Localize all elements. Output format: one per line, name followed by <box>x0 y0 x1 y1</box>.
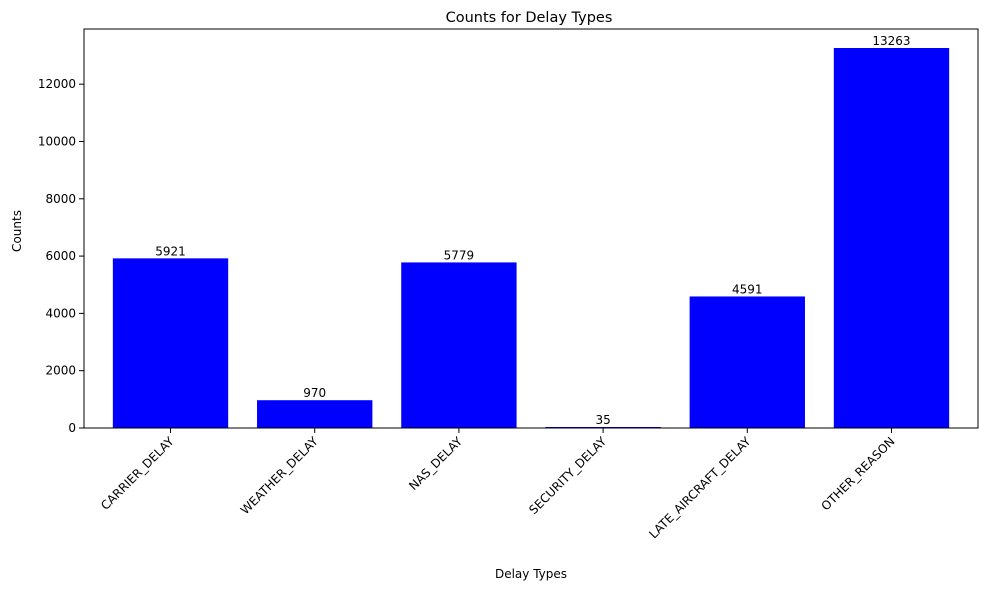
y-tick-label: 10000 <box>38 134 76 148</box>
bar-other-reason <box>833 47 950 428</box>
y-tick-label: 8000 <box>45 192 76 206</box>
y-axis: 0 2000 4000 6000 8000 10000 12000 <box>38 77 84 435</box>
bars-layer <box>112 47 950 428</box>
bar-value-label: 5779 <box>444 248 475 262</box>
bar-nas-delay <box>401 262 517 428</box>
x-tick-label: OTHER_REASON <box>818 434 897 513</box>
x-tick-label: SECURITY_DELAY <box>526 434 609 517</box>
bar-carrier-delay <box>112 258 229 428</box>
plot-frame <box>83 28 979 429</box>
bar-value-label: 5921 <box>155 244 186 258</box>
x-tick-label: NAS_DELAY <box>406 434 465 493</box>
y-tick-label: 2000 <box>45 364 76 378</box>
y-tick-label: 4000 <box>45 306 76 320</box>
bar-value-label: 13263 <box>872 34 910 48</box>
bar-weather-delay <box>257 400 373 428</box>
x-tick-label: WEATHER_DELAY <box>238 434 321 517</box>
bar-late-aircraft-delay <box>689 296 805 428</box>
bar-value-label: 970 <box>303 386 326 400</box>
y-tick-label: 0 <box>68 421 76 435</box>
x-tick-label: LATE_AIRCRAFT_DELAY <box>646 434 754 542</box>
chart-title: Counts for Delay Types <box>446 10 613 26</box>
x-axis-label: Delay Types <box>495 567 567 581</box>
y-axis-label: Counts <box>10 210 24 252</box>
y-tick-label: 6000 <box>45 249 76 263</box>
data-labels-layer: 5921 970 5779 35 4591 13263 <box>155 34 910 427</box>
y-tick-label: 12000 <box>38 77 76 91</box>
x-tick-label: CARRIER_DELAY <box>98 434 177 513</box>
bar-value-label: 35 <box>595 413 610 427</box>
bar-security-delay <box>545 426 661 428</box>
bar-value-label: 4591 <box>732 282 763 296</box>
x-axis: CARRIER_DELAY WEATHER_DELAY NAS_DELAY SECUR… <box>98 428 898 541</box>
